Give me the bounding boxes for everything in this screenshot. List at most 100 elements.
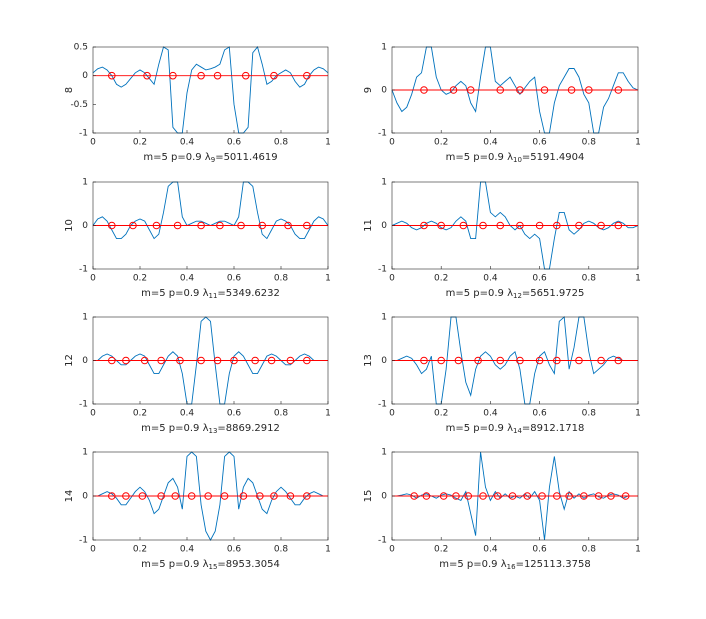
y-tick-label: 1 bbox=[381, 43, 387, 53]
zero-marker bbox=[538, 492, 546, 500]
zero-marker bbox=[493, 492, 502, 500]
x-tick-label: 0.2 bbox=[434, 409, 448, 419]
zero-marker bbox=[284, 221, 292, 230]
x-label-subscript: 14 bbox=[513, 427, 522, 435]
x-tick-label: 0 bbox=[389, 409, 395, 419]
x-label-text: m=5 p=0.9 λ bbox=[143, 152, 210, 163]
x-tick-label: 0.2 bbox=[434, 138, 448, 148]
y-tick-label: 0 bbox=[381, 86, 387, 96]
y-axis-label: 11 bbox=[363, 219, 374, 232]
x-label-value: =8953.3054 bbox=[217, 559, 279, 570]
y-axis-label: 14 bbox=[64, 490, 75, 503]
x-tick-label: 0.6 bbox=[532, 545, 547, 555]
x-label-subscript: 10 bbox=[513, 156, 522, 164]
zero-marker bbox=[197, 71, 205, 80]
zero-marker bbox=[213, 71, 222, 80]
zero-marker bbox=[171, 492, 180, 500]
axes-background bbox=[93, 47, 328, 133]
y-tick-label: -1 bbox=[79, 129, 88, 139]
x-tick-label: 1 bbox=[325, 138, 331, 148]
y-axis-label: 12 bbox=[64, 354, 75, 367]
x-tick-label: 0.2 bbox=[434, 274, 448, 284]
zero-marker bbox=[580, 492, 588, 500]
zero-marker bbox=[216, 221, 224, 230]
zero-marker bbox=[108, 71, 116, 80]
x-tick-label: 0.6 bbox=[227, 138, 242, 148]
x-label-value: =8869.2912 bbox=[217, 423, 279, 434]
x-tick-label: 0.8 bbox=[274, 545, 289, 555]
zero-marker bbox=[256, 492, 264, 500]
zero-marker bbox=[108, 356, 116, 365]
x-label-subscript: 13 bbox=[209, 427, 218, 435]
zero-marker bbox=[585, 86, 593, 94]
zero-marker bbox=[594, 492, 603, 500]
x-tick-label: 1 bbox=[635, 545, 641, 555]
zero-marker bbox=[239, 492, 248, 500]
zero-marker bbox=[452, 492, 460, 500]
x-label-subscript: 15 bbox=[209, 563, 218, 571]
zero-marker bbox=[535, 221, 544, 230]
zero-marker bbox=[575, 356, 583, 365]
zero-marker bbox=[157, 492, 165, 500]
y-tick-label: 0 bbox=[381, 492, 387, 502]
y-tick-label: 0 bbox=[381, 356, 387, 366]
x-tick-label: 1 bbox=[635, 409, 641, 419]
zero-marker bbox=[410, 492, 418, 500]
x-axis-label: m=5 p=0.9 λ16=125113.3758 bbox=[439, 559, 591, 571]
x-label-value: =5651.9725 bbox=[522, 288, 584, 299]
zero-marker bbox=[516, 356, 524, 365]
x-tick-label: 0.2 bbox=[133, 274, 147, 284]
y-tick-label: 1 bbox=[381, 313, 387, 323]
zero-marker bbox=[187, 492, 196, 500]
y-tick-label: -1 bbox=[79, 265, 88, 275]
x-tick-label: 0.6 bbox=[532, 138, 547, 148]
zero-marker bbox=[176, 356, 184, 365]
x-tick-label: 0.4 bbox=[483, 545, 498, 555]
zero-marker bbox=[437, 356, 446, 365]
zero-marker bbox=[535, 356, 544, 365]
zero-marker bbox=[516, 86, 524, 94]
y-axis-label: 13 bbox=[363, 354, 374, 367]
x-tick-label: 1 bbox=[325, 409, 331, 419]
y-tick-label: 0 bbox=[381, 221, 387, 231]
zero-marker bbox=[614, 86, 623, 94]
x-label-text: m=5 p=0.9 λ bbox=[141, 288, 208, 299]
x-tick-label: 0.2 bbox=[434, 545, 448, 555]
x-tick-label: 0.8 bbox=[274, 409, 289, 419]
y-axis-label: 15 bbox=[363, 490, 374, 503]
subplot: 0 0.2 0.4 0.6 0.8 1 -1 -0.5 0 0.5 8 m=5 p=0.9 λ9=50… bbox=[64, 43, 331, 165]
x-tick-label: 0.8 bbox=[582, 274, 597, 284]
zero-marker bbox=[437, 221, 446, 230]
x-axis-label: m=5 p=0.9 λ14=8912.1718 bbox=[446, 423, 585, 435]
zero-marker bbox=[597, 221, 605, 230]
zero-marker bbox=[575, 221, 583, 230]
zero-marker bbox=[258, 221, 267, 230]
x-tick-label: 0 bbox=[389, 274, 395, 284]
x-label-text: m=5 p=0.9 λ bbox=[446, 288, 513, 299]
y-tick-label: 1 bbox=[381, 448, 387, 458]
zero-marker bbox=[286, 356, 295, 365]
zero-marker bbox=[459, 221, 468, 230]
zero-marker bbox=[230, 356, 238, 365]
zero-marker bbox=[303, 356, 311, 365]
x-tick-label: 0 bbox=[90, 545, 96, 555]
x-tick-label: 0 bbox=[389, 545, 395, 555]
zero-marker bbox=[197, 356, 205, 365]
zero-marker bbox=[614, 221, 623, 230]
zero-marker bbox=[621, 492, 630, 500]
x-tick-label: 0.4 bbox=[180, 138, 195, 148]
x-label-text: m=5 p=0.9 λ bbox=[141, 423, 208, 434]
y-axis-label: 10 bbox=[64, 219, 75, 232]
zero-marker bbox=[270, 492, 278, 500]
x-tick-label: 0.4 bbox=[180, 545, 195, 555]
x-tick-label: 0.4 bbox=[483, 409, 498, 419]
y-tick-label: 1 bbox=[82, 448, 88, 458]
x-label-value: =5011.4619 bbox=[215, 152, 277, 163]
x-tick-label: 0.2 bbox=[133, 545, 147, 555]
zero-marker bbox=[143, 71, 151, 80]
zero-marker bbox=[553, 356, 561, 365]
